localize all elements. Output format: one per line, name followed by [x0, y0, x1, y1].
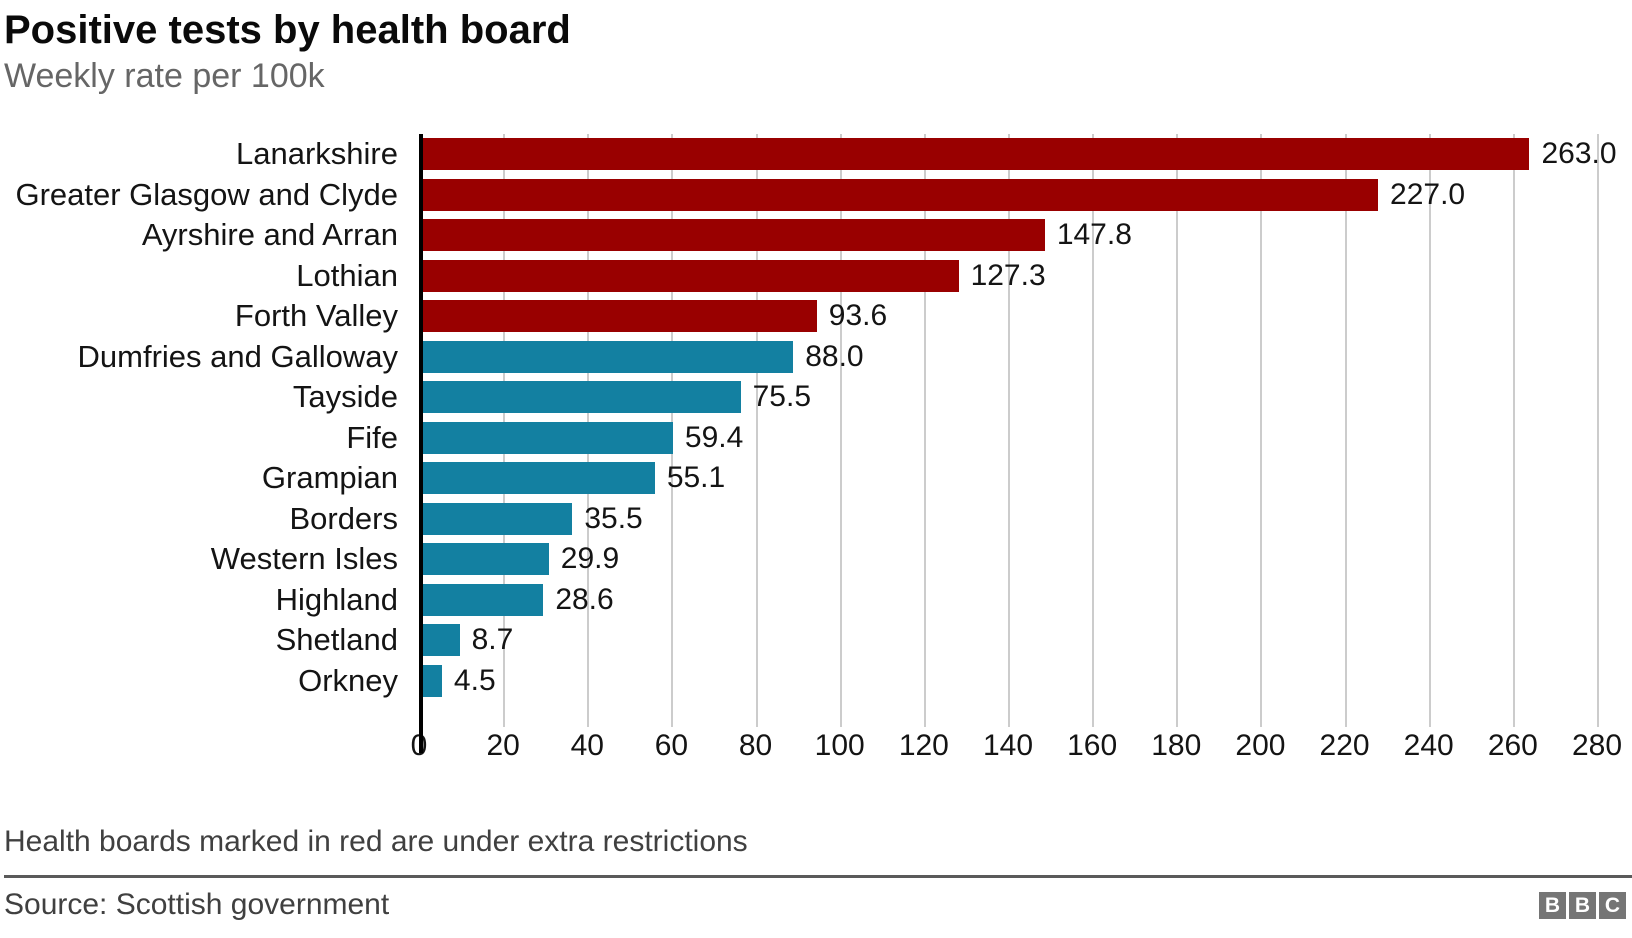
value-label: 59.4 — [684, 420, 744, 454]
page-title: Positive tests by health board — [4, 8, 571, 52]
x-tick-label-220: 220 — [1319, 729, 1370, 763]
value-label: 29.9 — [560, 542, 620, 576]
bar — [423, 340, 794, 373]
bar-row: 35.5 — [419, 499, 1632, 540]
bar-row: 55.1 — [419, 458, 1632, 499]
value-label: 55.1 — [666, 461, 726, 495]
bar — [423, 624, 460, 657]
bar-row: 75.5 — [419, 377, 1632, 418]
bar-row: 8.7 — [419, 620, 1632, 661]
x-tick-label-280: 280 — [1571, 729, 1623, 763]
bbc-logo-letter: B — [1569, 891, 1596, 919]
category-label: Highland — [275, 581, 398, 617]
x-tick-label-140: 140 — [982, 729, 1034, 763]
bar — [423, 421, 673, 454]
bar-row: 93.6 — [419, 296, 1632, 337]
category-label: Western Isles — [210, 541, 398, 577]
bar — [423, 664, 442, 697]
bar-row: 29.9 — [419, 539, 1632, 580]
bar — [423, 259, 959, 292]
category-label: Lothian — [296, 257, 398, 293]
bbc-logo-letter: B — [1539, 891, 1566, 919]
bar — [423, 502, 573, 535]
bar-row: 4.5 — [419, 661, 1632, 702]
category-label: Shetland — [275, 622, 398, 658]
bar — [423, 138, 1530, 171]
x-tick-label-100: 100 — [814, 729, 865, 763]
x-tick-label-0: 0 — [410, 729, 428, 763]
category-label: Lanarkshire — [236, 136, 398, 172]
bar-row: 147.8 — [419, 215, 1632, 256]
value-label: 88.0 — [805, 339, 864, 373]
source-text: Source: Scottish government — [4, 888, 390, 922]
bar — [423, 381, 741, 414]
bbc-logo: B B C — [1539, 891, 1626, 919]
bar — [423, 178, 1379, 211]
footer: Source: Scottish government B B C — [4, 888, 1632, 922]
category-label: Forth Valley — [234, 298, 398, 334]
x-tick-label-160: 160 — [1067, 729, 1118, 763]
bar — [423, 583, 544, 616]
x-tick-label-200: 200 — [1235, 729, 1286, 763]
category-label: Dumfries and Galloway — [77, 338, 398, 374]
value-label: 75.5 — [752, 380, 812, 414]
bar-row: 59.4 — [419, 418, 1632, 459]
x-axis: 0 20 40 60 80 100 120 140 160 180 200 220 240 260 280 — [4, 701, 1632, 769]
value-label: 127.3 — [970, 258, 1046, 292]
category-label: Fife — [346, 419, 398, 455]
plot-area: 263.0 227.0 147.8 127.3 93.6 88.0 75.5 59.4 55.1… — [419, 134, 1632, 754]
category-labels-column: Lanarkshire Greater Glasgow and Clyde Ayrs… — [4, 134, 398, 701]
x-tick-label-120: 120 — [898, 729, 949, 763]
bar-row: 263.0 — [419, 134, 1632, 175]
divider — [4, 875, 1632, 879]
x-tick-label-40: 40 — [570, 729, 604, 763]
x-tick-label-80: 80 — [738, 729, 773, 763]
value-label: 93.6 — [828, 299, 888, 333]
value-label: 28.6 — [555, 582, 614, 616]
category-label: Ayrshire and Arran — [141, 217, 398, 253]
x-tick-label-240: 240 — [1403, 729, 1454, 763]
bar — [423, 300, 817, 333]
footnote: Health boards marked in red are under ex… — [4, 825, 748, 859]
bar-row: 28.6 — [419, 580, 1632, 621]
bar-chart: Lanarkshire Greater Glasgow and Clyde Ayrs… — [4, 134, 1632, 769]
category-label: Orkney — [298, 662, 398, 698]
value-label: 147.8 — [1056, 218, 1132, 252]
bar — [423, 462, 655, 495]
page-subtitle: Weekly rate per 100k — [4, 57, 325, 95]
x-tick-label-60: 60 — [654, 729, 689, 763]
bbc-logo-letter: C — [1599, 891, 1626, 919]
category-label: Greater Glasgow and Clyde — [15, 176, 398, 212]
bar-row: 127.3 — [419, 256, 1632, 297]
bar-row: 227.0 — [419, 175, 1632, 216]
bar — [423, 543, 549, 576]
plot-grid: Lanarkshire Greater Glasgow and Clyde Ayrs… — [4, 134, 1632, 754]
value-label: 263.0 — [1541, 137, 1617, 171]
category-label: Tayside — [292, 379, 398, 415]
bar-row: 88.0 — [419, 337, 1632, 378]
bar — [423, 219, 1045, 252]
category-label: Borders — [289, 500, 398, 536]
value-label: 4.5 — [453, 663, 496, 697]
value-label: 8.7 — [471, 623, 514, 657]
x-axis-spacer — [4, 701, 398, 769]
value-label: 35.5 — [584, 501, 643, 535]
x-tick-label-180: 180 — [1151, 729, 1202, 763]
x-tick-label-260: 260 — [1487, 729, 1538, 763]
x-tick-label-20: 20 — [486, 729, 520, 763]
value-label: 227.0 — [1390, 177, 1466, 211]
x-tick-labels: 0 20 40 60 80 100 120 140 160 180 200 220 240 260 280 — [411, 727, 1632, 769]
category-label: Grampian — [261, 460, 398, 496]
